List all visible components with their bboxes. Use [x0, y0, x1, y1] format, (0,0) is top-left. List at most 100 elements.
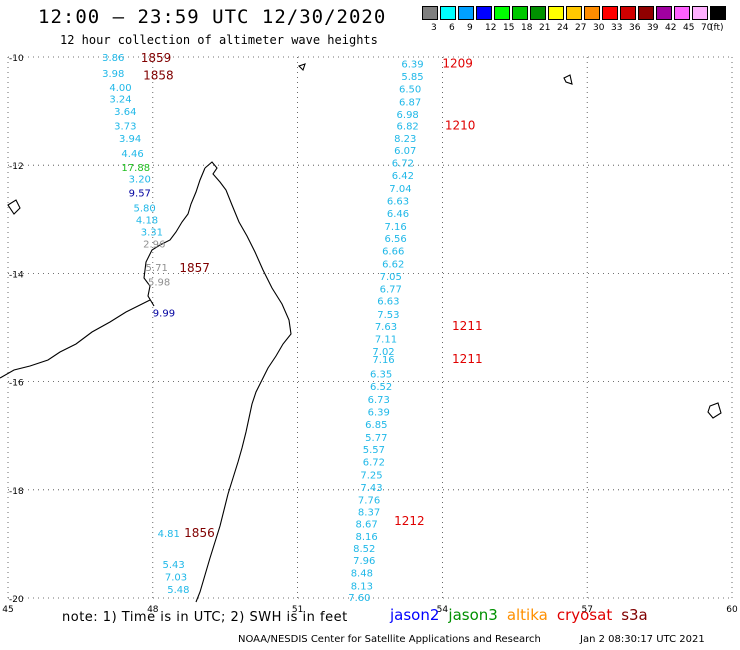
legend-label: 42	[665, 23, 677, 33]
map-title: 12:00 – 23:59 UTC 12/30/2020	[38, 6, 387, 28]
wave-height-label: 5.71	[146, 263, 168, 274]
wave-height-label: 8.52	[353, 544, 375, 555]
wave-height-label: 6.35	[370, 369, 392, 380]
credit-line: NOAA/NESDIS Center for Satellite Applica…	[238, 634, 541, 645]
legend-swatch	[494, 6, 510, 20]
satellite-jason2: jason2	[390, 606, 440, 624]
legend-swatch	[458, 6, 474, 20]
pass-time-label: 1211	[452, 319, 483, 333]
pass-time-label: 1212	[394, 514, 425, 528]
wave-height-label: 5.98	[148, 278, 170, 289]
map-subtitle: 12 hour collection of altimeter wave hei…	[60, 33, 378, 47]
lon-tick-label: 45	[2, 605, 13, 615]
wave-height-label: 5.57	[363, 445, 385, 456]
legend-swatch	[656, 6, 672, 20]
legend-unit: (ft)	[710, 23, 724, 33]
wave-height-label: 6.63	[387, 196, 409, 207]
wave-height-label: 6.77	[380, 285, 402, 296]
wave-height-label: 8.16	[356, 532, 378, 543]
wave-height-label: 7.25	[360, 471, 382, 482]
legend-swatch	[512, 6, 528, 20]
legend-label: 18	[521, 23, 533, 33]
wave-height-label: 7.43	[360, 483, 382, 494]
lat-tick-label: -12	[9, 162, 24, 172]
wave-height-label: 3.24	[109, 95, 131, 106]
wave-height-label: 9.99	[153, 308, 175, 319]
legend-label: 39	[647, 23, 659, 33]
legend-swatch	[674, 6, 690, 20]
legend-label: 33	[611, 23, 623, 33]
legend-swatch	[440, 6, 456, 20]
wave-height-label: 3.20	[129, 175, 151, 186]
wave-height-label: 4.46	[121, 149, 143, 160]
wave-height-label: 6.39	[401, 59, 423, 70]
wave-height-label: 7.76	[358, 496, 380, 507]
pass-time-label: 1858	[143, 68, 174, 82]
pass-time-label: 1857	[179, 261, 210, 275]
legend-label: 15	[503, 23, 515, 33]
wave-height-label: 6.73	[368, 395, 390, 406]
legend-label: 27	[575, 23, 587, 33]
satellite-legend: jason2 jason3 altika cryosat s3a	[390, 606, 657, 624]
legend-label: 12	[485, 23, 497, 33]
pass-time-label: 1209	[442, 56, 473, 70]
wave-height-label: 6.72	[363, 458, 385, 469]
madagascar-coastline	[195, 161, 292, 603]
lon-tick-label: 54	[437, 605, 449, 615]
lon-tick-label: 57	[581, 605, 592, 615]
legend-swatch	[602, 6, 618, 20]
legend-label: 21	[539, 23, 551, 33]
wave-height-label: 6.50	[399, 84, 421, 95]
wave-height-label: 6.85	[365, 420, 387, 431]
legend-label: 30	[593, 23, 605, 33]
wave-height-label: 6.72	[392, 158, 414, 169]
wave-height-label: 6.52	[370, 382, 392, 393]
wave-height-label: 7.04	[389, 184, 411, 195]
wave-height-label: 7.63	[375, 322, 397, 333]
wave-height-label: 7.02	[372, 347, 394, 358]
wave-height-label: 7.60	[348, 593, 370, 604]
wave-height-label: 6.39	[368, 407, 390, 418]
satellite-s3a: s3a	[621, 606, 648, 624]
wave-height-label: 8.23	[394, 134, 416, 145]
wave-height-label: 5.85	[401, 72, 423, 83]
wave-height-label: 7.53	[377, 310, 399, 321]
legend-swatch	[422, 6, 438, 20]
wave-height-label: 4.81	[158, 529, 180, 540]
wave-height-label: 5.48	[167, 585, 189, 596]
pass-time-label: 1210	[445, 119, 476, 133]
wave-height-label: 3.86	[102, 53, 124, 64]
wave-height-label: 8.48	[351, 569, 373, 580]
lon-tick-label: 51	[292, 605, 303, 615]
wave-height-label: 6.87	[399, 97, 421, 108]
wave-height-label: 6.63	[377, 296, 399, 307]
comoros-islands	[7, 63, 722, 419]
wave-height-label: 6.62	[382, 260, 404, 271]
lon-tick-label: 60	[726, 605, 738, 615]
wave-height-label: 6.66	[382, 247, 404, 258]
wave-height-label: 6.42	[392, 171, 414, 182]
wave-height-label: 7.11	[375, 334, 397, 345]
lat-lon-grid: 45 48 51 54 57 60 -10 -12 -14 -16 -18 -20	[2, 54, 738, 615]
legend-swatch	[548, 6, 564, 20]
legend-swatch	[584, 6, 600, 20]
wave-height-label: 6.07	[394, 146, 416, 157]
generation-timestamp: Jan 2 08:30:17 UTC 2021	[580, 634, 705, 645]
legend-swatch	[566, 6, 582, 20]
wave-height-label: 8.13	[351, 582, 373, 593]
lat-tick-label: -14	[9, 270, 24, 280]
wave-height-label: 3.64	[114, 107, 136, 118]
madagascar-west-coastline	[143, 167, 206, 307]
lat-tick-label: -20	[9, 595, 24, 605]
wave-height-label: 7.05	[380, 272, 402, 283]
legend-swatch	[476, 6, 492, 20]
wave-height-label: 4.18	[136, 215, 158, 226]
wave-height-label: 5.80	[133, 203, 155, 214]
legend-label: 36	[629, 23, 641, 33]
legend-swatch	[692, 6, 708, 20]
wave-height-label: 7.03	[165, 572, 187, 583]
legend-label: 24	[557, 23, 569, 33]
legend-swatch	[638, 6, 654, 20]
pass-time-label: 1211	[452, 352, 483, 366]
wave-height-label: 17.88	[121, 163, 150, 174]
